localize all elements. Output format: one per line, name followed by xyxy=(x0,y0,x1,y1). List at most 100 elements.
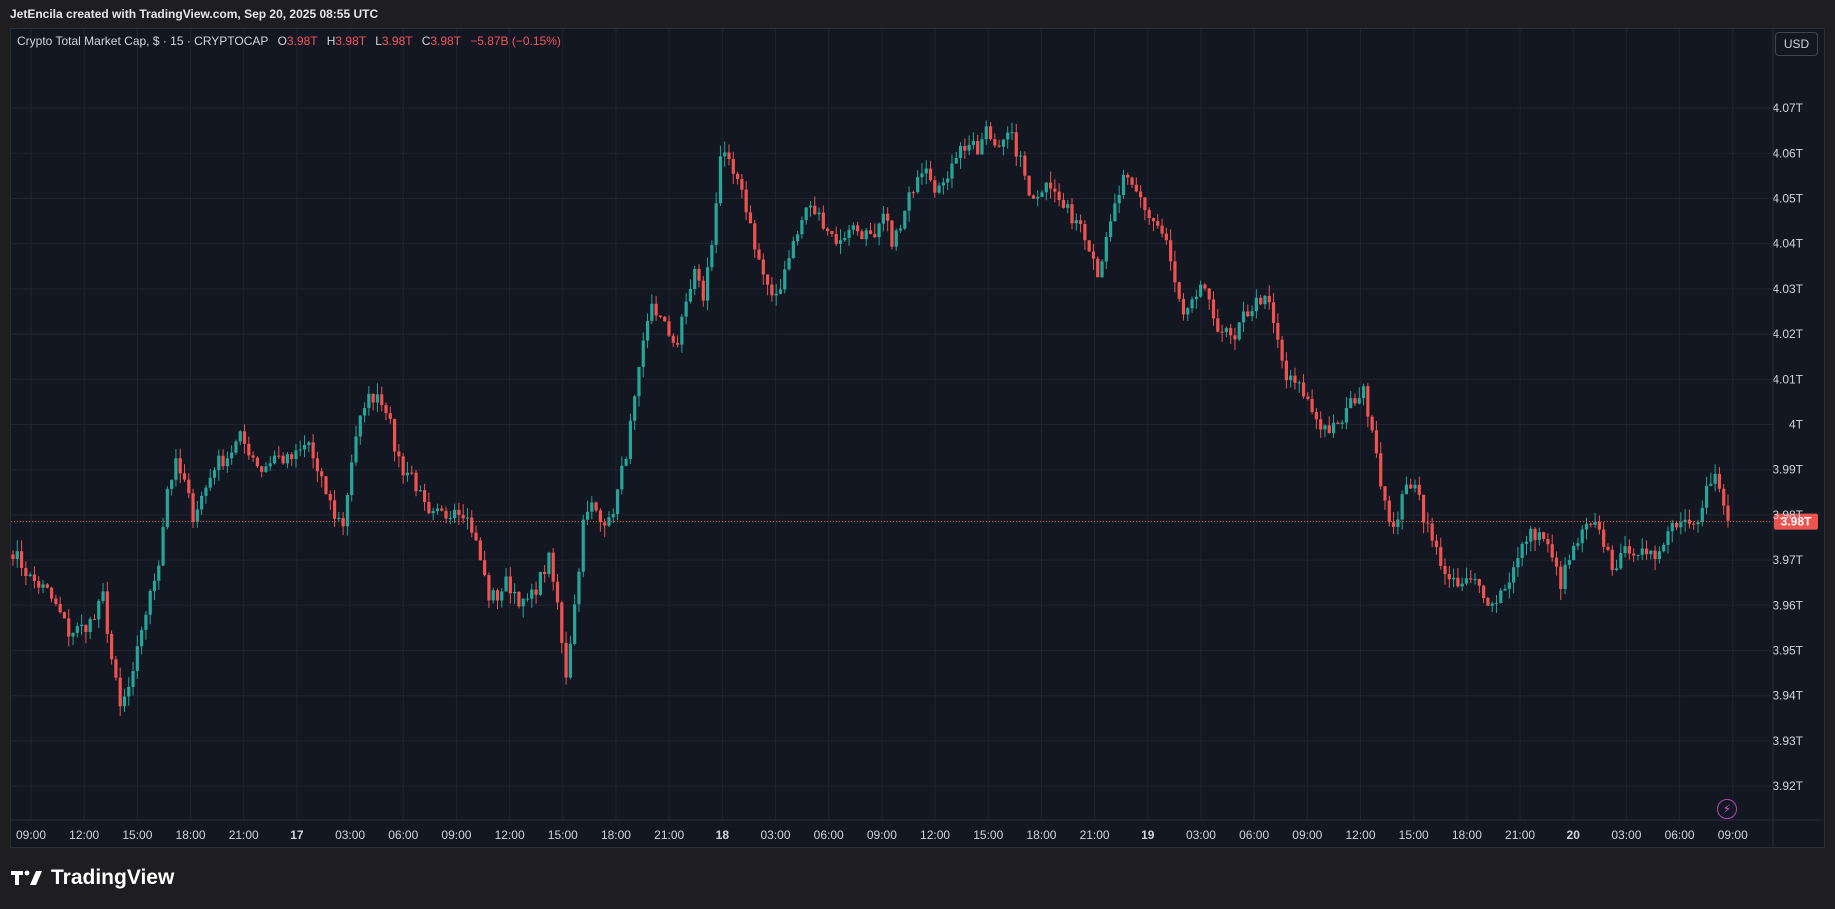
candle-body xyxy=(680,316,684,345)
tv-logo-icon xyxy=(11,870,42,885)
tradingview-logo[interactable]: TradingView xyxy=(11,866,174,890)
candle xyxy=(1486,596,1490,607)
candle-body xyxy=(701,280,705,301)
candle-body xyxy=(697,268,701,281)
candle-body xyxy=(41,584,45,588)
legend-high-value: 3.98T xyxy=(335,34,366,48)
candle xyxy=(585,500,590,525)
candle-body xyxy=(264,466,268,472)
candle-body xyxy=(440,508,444,511)
time-tick-label: 21:00 xyxy=(229,828,259,842)
candle-body xyxy=(920,173,924,178)
candle-body xyxy=(483,560,487,576)
candle xyxy=(431,507,435,521)
candle-body xyxy=(448,518,452,520)
time-tick-label: 03:00 xyxy=(335,828,365,842)
candle xyxy=(581,514,585,577)
candle xyxy=(1104,231,1108,270)
candle xyxy=(924,160,928,185)
candle xyxy=(637,366,641,407)
candle xyxy=(1404,476,1409,495)
candle-body xyxy=(1383,486,1387,501)
candle-body xyxy=(881,213,885,224)
candle-body xyxy=(817,212,821,215)
candle xyxy=(753,219,757,259)
candle xyxy=(1434,534,1439,555)
candle xyxy=(701,276,705,307)
price-tick-label: 3.99T xyxy=(1772,463,1803,477)
candle-body xyxy=(907,192,911,211)
candle xyxy=(791,236,795,259)
candle-body xyxy=(1186,308,1190,315)
candle-body xyxy=(1134,184,1138,192)
candle-body xyxy=(675,342,680,345)
candle xyxy=(628,413,632,464)
candle-body xyxy=(1430,523,1434,541)
candle xyxy=(1259,294,1263,306)
currency-button[interactable]: USD xyxy=(1775,32,1818,56)
candle-body xyxy=(1632,553,1636,556)
time-tick-label: 18:00 xyxy=(1026,828,1056,842)
price-tick-label: 4.04T xyxy=(1772,237,1803,251)
candle-body xyxy=(1233,335,1237,340)
time-tick-label: 03:00 xyxy=(1611,828,1641,842)
candle xyxy=(1666,526,1670,554)
candle-body xyxy=(362,408,367,416)
candle-body xyxy=(573,604,577,644)
candle xyxy=(58,596,62,614)
candle-body xyxy=(24,567,28,576)
candle-body xyxy=(804,207,808,221)
lightning-icon[interactable]: ⚡ xyxy=(1717,799,1737,819)
candle-body xyxy=(1554,557,1559,567)
candle-body xyxy=(877,223,881,238)
candle xyxy=(281,452,285,465)
candle-body xyxy=(170,479,174,489)
candle-body xyxy=(753,223,757,250)
candle-body xyxy=(628,420,632,459)
candle xyxy=(1018,151,1023,167)
candle xyxy=(984,120,988,145)
candle-body xyxy=(1627,546,1631,554)
candle xyxy=(620,456,624,495)
candle-body xyxy=(517,591,521,607)
candle xyxy=(277,446,281,459)
candle-body xyxy=(255,457,259,467)
candle-body xyxy=(1726,505,1730,521)
candle-body xyxy=(1670,523,1674,532)
price-axis[interactable]: 4.07T 4.06T 4.05T 4.04T 4.03T 4.02T 4.01T 4T 3.9… xyxy=(1772,29,1804,848)
candle xyxy=(367,386,371,416)
candle-body xyxy=(28,574,32,576)
candle xyxy=(1396,511,1400,535)
candle xyxy=(178,448,182,484)
candle-body xyxy=(1533,528,1537,541)
candle xyxy=(152,573,157,601)
candle xyxy=(1001,139,1006,156)
candle xyxy=(140,626,144,655)
candle-body xyxy=(285,454,289,464)
candle xyxy=(1430,517,1434,548)
candle xyxy=(1134,177,1138,193)
candle xyxy=(1053,179,1057,203)
candle-body xyxy=(594,502,598,511)
candle-body xyxy=(761,259,765,275)
candle xyxy=(191,488,195,528)
candle xyxy=(1006,126,1010,149)
candle xyxy=(285,451,289,469)
candle xyxy=(697,264,701,288)
candle xyxy=(67,608,71,647)
candle-body xyxy=(165,488,169,528)
candle xyxy=(448,510,452,525)
candle xyxy=(1048,171,1053,199)
candle xyxy=(568,635,572,680)
candle xyxy=(1632,548,1636,562)
candle-body xyxy=(791,241,795,259)
candle-body xyxy=(543,571,547,575)
chart-frame[interactable] xyxy=(10,28,1825,848)
candle xyxy=(663,315,667,322)
candle xyxy=(1456,567,1460,588)
time-axis[interactable]: 09:00 12:00 15:00 18:00 21:00 17 03:00 06:00 09:… xyxy=(11,819,1823,842)
candle-body xyxy=(1614,568,1619,571)
candle xyxy=(1280,336,1284,369)
candle xyxy=(1164,227,1168,245)
